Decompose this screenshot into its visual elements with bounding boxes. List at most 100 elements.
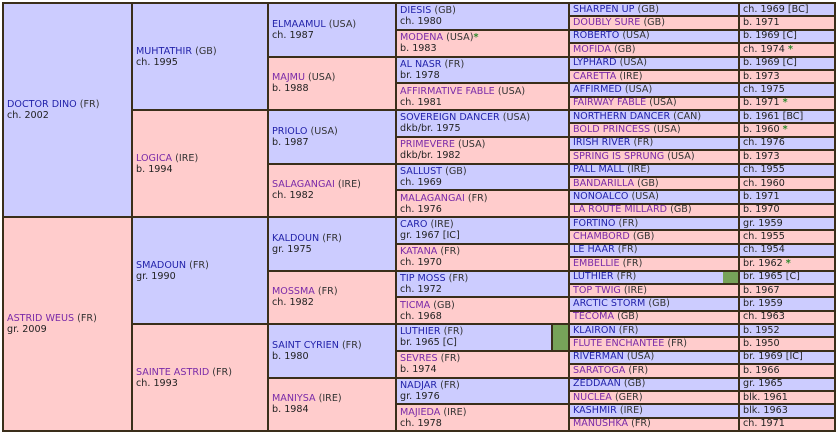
- horse-link[interactable]: KASHMIR: [573, 404, 617, 416]
- horse-link[interactable]: PRIMEVERE: [400, 139, 455, 151]
- country-code: (FR): [79, 99, 100, 110]
- gen5-cell: IRISH RIVER (FR): [568, 135, 740, 152]
- gen5-info-cell: b. 1971: [738, 189, 836, 205]
- horse-link[interactable]: SEVRES: [400, 353, 438, 365]
- country-code: (USA): [667, 150, 695, 162]
- horse-link[interactable]: DOCTOR DINO: [7, 99, 77, 110]
- horse-link[interactable]: SPRING IS SPRUNG: [573, 150, 665, 162]
- horse-link[interactable]: CHAMBORD: [573, 231, 630, 243]
- horse-info: ch. 1976: [743, 137, 785, 149]
- horse-link[interactable]: TICMA: [400, 299, 431, 311]
- horse-link[interactable]: MOSSMA: [272, 286, 315, 298]
- horse-link[interactable]: MANUSHKA: [573, 418, 629, 430]
- gen5-info-cell: br. 1969 [IC]: [738, 349, 836, 366]
- country-code: (USA): [631, 190, 659, 202]
- horse-link[interactable]: NORTHERN DANCER: [573, 110, 671, 122]
- horse-link[interactable]: ELMAAMUL: [272, 18, 326, 30]
- horse-link[interactable]: IRISH RIVER: [573, 137, 631, 149]
- horse-info: b. 1974: [400, 364, 437, 376]
- horse-link[interactable]: AFFIRMATIVE FABLE: [400, 85, 495, 97]
- horse-info: br. 1959: [743, 297, 783, 309]
- horse-link[interactable]: MANIYSA: [272, 393, 316, 405]
- horse-link[interactable]: MAJMU: [272, 72, 305, 84]
- country-code: (USA): [458, 139, 486, 151]
- gen5-cell: PALL MALL (IRE): [568, 162, 740, 178]
- horse-link[interactable]: MOFIDA: [573, 43, 611, 55]
- horse-link[interactable]: KATANA: [400, 246, 438, 258]
- horse-link[interactable]: RIVERMAN: [573, 351, 624, 363]
- horse-link[interactable]: LOGICA: [136, 152, 173, 164]
- gen5-info-cell: gr. 1959: [738, 215, 836, 232]
- horse-info: b. 1984: [272, 404, 309, 416]
- horse-link[interactable]: TOP TWIG: [573, 284, 621, 296]
- country-code: (USA): [308, 72, 336, 84]
- gen2-cell: LOGICA (IRE) b. 1994: [131, 109, 269, 218]
- horse-link[interactable]: DOUBLY SURE: [573, 17, 641, 29]
- horse-link[interactable]: SARATOGA: [573, 364, 626, 376]
- country-code: (USA): [626, 351, 655, 363]
- horse-link[interactable]: AL NASR: [400, 58, 442, 70]
- gen5-cell: SPRING IS SPRUNG (USA): [568, 149, 740, 165]
- gen5-info-cell: b. 1973: [738, 149, 836, 165]
- country-code: (FR): [440, 246, 461, 258]
- horse-info: ch. 1975: [743, 83, 785, 95]
- horse-link[interactable]: PALL MALL: [573, 164, 625, 176]
- pedigree-row: TICMA (GB) ch. 1968 ARCTIC STORM (GB) br. 1…: [3, 296, 836, 325]
- horse-link[interactable]: NADJAR: [400, 379, 438, 391]
- horse-link[interactable]: BANDARILLA: [573, 177, 635, 189]
- gen5-info-cell: b. 1970: [738, 202, 836, 219]
- horse-link[interactable]: CARO: [400, 219, 428, 231]
- horse-link[interactable]: KALDOUN: [272, 232, 320, 244]
- horse-link[interactable]: TIP MOSS: [400, 272, 446, 284]
- horse-link[interactable]: NUCLEA: [573, 391, 612, 403]
- horse-link[interactable]: ZEDDAAN: [573, 378, 621, 390]
- horse-link[interactable]: SAINTE ASTRID: [136, 366, 210, 378]
- horse-link[interactable]: LUTHIER: [400, 326, 441, 338]
- horse-link[interactable]: LE HAAR: [573, 244, 615, 256]
- horse-link[interactable]: SMADOUN: [136, 259, 187, 271]
- pedigree-row: LA ROUTE MILLARD (GB) b. 1970: [3, 202, 836, 219]
- star-icon: *: [782, 124, 788, 136]
- horse-link[interactable]: EMBELLIE: [573, 257, 620, 269]
- horse-link[interactable]: SALLUST: [400, 165, 443, 177]
- horse-link[interactable]: KLAIRON: [573, 324, 616, 336]
- gen5-info-cell: ch. 1975: [738, 82, 836, 98]
- horse-link[interactable]: LYPHARD: [573, 57, 617, 69]
- horse-link[interactable]: CARETTA: [573, 70, 617, 82]
- horse-link[interactable]: ASTRID WEUS: [7, 313, 75, 324]
- country-code: (USA): [310, 125, 338, 137]
- horse-info: blk. 1961: [743, 391, 788, 403]
- horse-link[interactable]: SALAGANGAI: [272, 179, 335, 191]
- horse-link[interactable]: LA ROUTE MILLARD: [573, 204, 668, 216]
- horse-info: ch. 1981: [400, 96, 442, 108]
- pedigree-row: LOGICA (IRE) b. 1994 PRIOLO (USA) b. 1987 SO…: [3, 108, 836, 218]
- horse-link[interactable]: AFFIRMED: [573, 83, 622, 95]
- horse-link[interactable]: SOVEREIGN DANCER: [400, 112, 500, 124]
- star-icon: *: [782, 97, 788, 109]
- horse-link[interactable]: BOLD PRINCESS: [573, 124, 651, 136]
- horse-link[interactable]: FORTINO: [573, 217, 616, 229]
- gen5-cell: KLAIRON (FR): [568, 322, 740, 339]
- horse-link[interactable]: FAIRWAY FABLE: [573, 97, 647, 109]
- horse-link[interactable]: PRIOLO: [272, 125, 308, 137]
- horse-link[interactable]: ROBERTO: [573, 30, 620, 42]
- horse-link[interactable]: SHARPEN UP: [573, 3, 635, 15]
- horse-link[interactable]: LUTHIER: [573, 271, 614, 283]
- horse-link[interactable]: DIESIS: [400, 5, 432, 17]
- country-code: (GER): [614, 391, 643, 403]
- horse-link[interactable]: FLUTE ENCHANTEE: [573, 338, 665, 350]
- horse-info: b. 1971: [743, 97, 780, 109]
- horse-link[interactable]: ARCTIC STORM: [573, 297, 646, 309]
- gen5-cell: DOUBLY SURE (GB): [568, 15, 740, 31]
- horse-link[interactable]: NONOALCO: [573, 190, 629, 202]
- horse-link[interactable]: SAINT CYRIEN: [272, 339, 339, 351]
- horse-link[interactable]: MALAGANGAI: [400, 192, 465, 204]
- horse-link[interactable]: MODENA: [400, 32, 444, 44]
- horse-link[interactable]: TECOMA: [573, 311, 615, 323]
- gen5-cell: MANUSHKA (FR): [568, 416, 740, 432]
- gen5-info-cell: br. 1959: [738, 296, 836, 312]
- horse-info: ch. 1960: [743, 177, 785, 189]
- horse-link[interactable]: MAJIEDA: [400, 406, 441, 418]
- horse-link[interactable]: MUHTATHIR: [136, 45, 193, 57]
- horse-info: gr. 1959: [743, 217, 783, 229]
